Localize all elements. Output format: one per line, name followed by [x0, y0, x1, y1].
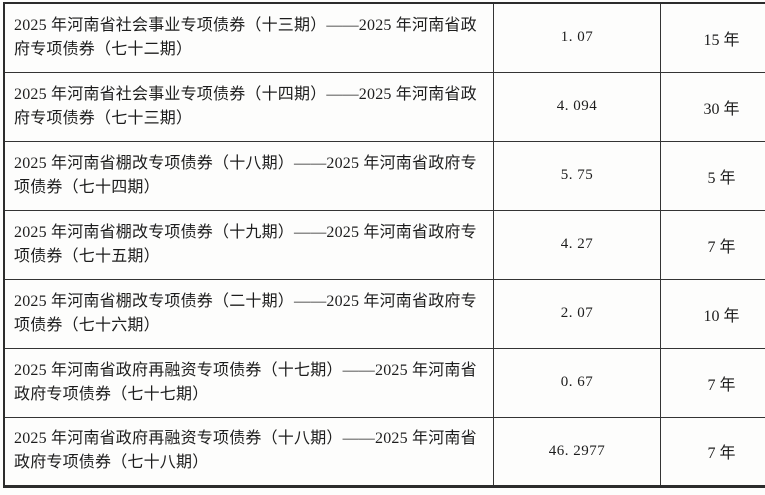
term-cell: 7 年 [660, 347, 765, 418]
amount-cell: 5. 75 [493, 140, 661, 211]
term-cell: 10 年 [660, 278, 765, 349]
amount-cell: 0. 67 [493, 347, 661, 418]
term-cell: 7 年 [660, 416, 765, 487]
amount-cell: 46. 2977 [493, 416, 661, 487]
table-row: 2025 年河南省社会事业专项债券（十三期）——2025 年河南省政府专项债券（… [3, 2, 765, 73]
term-cell: 5 年 [660, 140, 765, 211]
term-cell: 30 年 [660, 71, 765, 142]
amount-cell: 4. 27 [493, 209, 661, 280]
amount-cell: 2. 07 [493, 278, 661, 349]
bond-name-cell: 2025 年河南省社会事业专项债券（十三期）——2025 年河南省政府专项债券（… [3, 2, 494, 73]
bond-table-body: 2025 年河南省社会事业专项债券（十三期）——2025 年河南省政府专项债券（… [3, 2, 765, 487]
amount-cell: 4. 094 [493, 71, 661, 142]
amount-cell: 1. 07 [493, 2, 661, 73]
table-row: 2025 年河南省政府再融资专项债券（十八期）——2025 年河南省政府专项债券… [3, 416, 765, 487]
table-row: 2025 年河南省棚改专项债券（十八期）——2025 年河南省政府专项债券（七十… [3, 140, 765, 211]
term-cell: 15 年 [660, 2, 765, 73]
table-row: 2025 年河南省政府再融资专项债券（十七期）——2025 年河南省政府专项债券… [3, 347, 765, 418]
bond-name-cell: 2025 年河南省棚改专项债券（二十期）——2025 年河南省政府专项债券（七十… [3, 278, 494, 349]
bond-table: 2025 年河南省社会事业专项债券（十三期）——2025 年河南省政府专项债券（… [3, 2, 765, 488]
bond-name-cell: 2025 年河南省政府再融资专项债券（十七期）——2025 年河南省政府专项债券… [3, 347, 494, 418]
term-cell: 7 年 [660, 209, 765, 280]
table-row: 2025 年河南省社会事业专项债券（十四期）——2025 年河南省政府专项债券（… [3, 71, 765, 142]
bond-name-cell: 2025 年河南省社会事业专项债券（十四期）——2025 年河南省政府专项债券（… [3, 71, 494, 142]
bond-name-cell: 2025 年河南省棚改专项债券（十九期）——2025 年河南省政府专项债券（七十… [3, 209, 494, 280]
bond-name-cell: 2025 年河南省政府再融资专项债券（十八期）——2025 年河南省政府专项债券… [3, 416, 494, 487]
table-row: 2025 年河南省棚改专项债券（十九期）——2025 年河南省政府专项债券（七十… [3, 209, 765, 280]
table-row: 2025 年河南省棚改专项债券（二十期）——2025 年河南省政府专项债券（七十… [3, 278, 765, 349]
bond-name-cell: 2025 年河南省棚改专项债券（十八期）——2025 年河南省政府专项债券（七十… [3, 140, 494, 211]
